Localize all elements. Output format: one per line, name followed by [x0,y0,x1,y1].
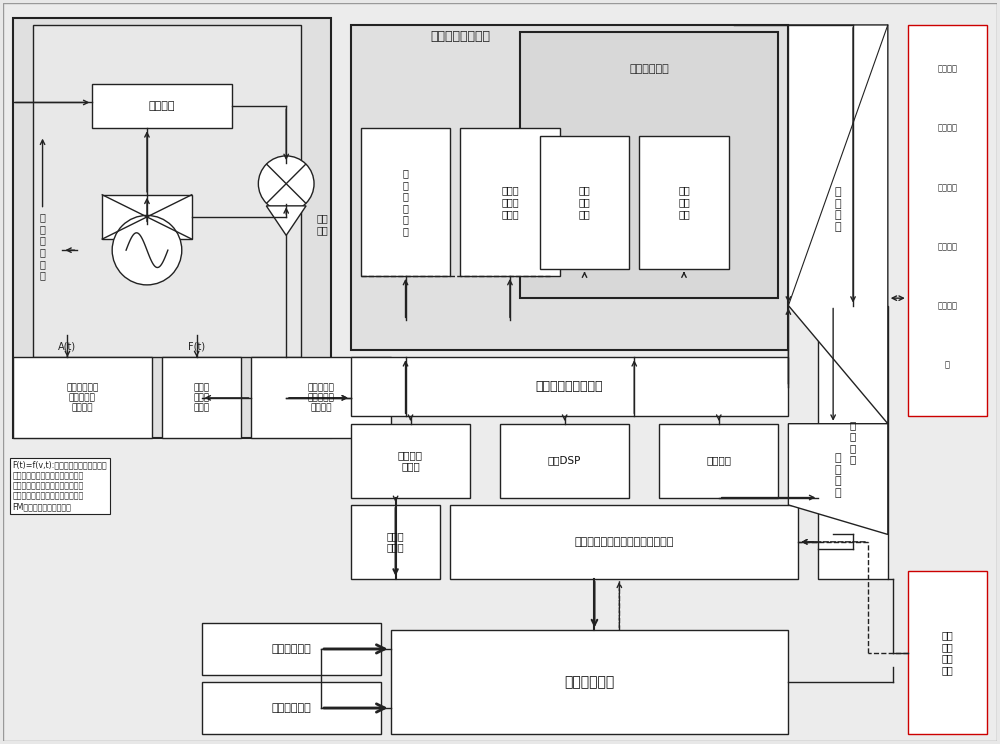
Text: 号: 号 [945,360,950,369]
Bar [102,195,192,239]
Bar [450,505,798,579]
Bar [13,357,152,438]
Text: 车载高速摄像模块: 车载高速摄像模块 [430,30,490,42]
Bar [351,25,788,350]
Bar [520,32,778,298]
Text: 高速数字预处理模块: 高速数字预处理模块 [536,380,603,394]
Text: 回波采集整
理及数字化
处理模块: 回波采集整 理及数字化 处理模块 [308,383,334,413]
Bar [908,571,987,734]
Text: 数据生
成及传
输模块: 数据生 成及传 输模块 [501,185,519,219]
Text: F(t): F(t) [188,341,205,351]
Bar [92,84,232,128]
Text: 毫米波雷达前
端旋转角度
控制系统: 毫米波雷达前 端旋转角度 控制系统 [66,383,98,413]
Bar [818,306,888,579]
Text: 等辅助信: 等辅助信 [938,301,958,310]
Polygon shape [788,423,888,534]
Bar [162,357,241,438]
Text: A(t): A(t) [58,341,76,351]
Text: 车辆制动系统: 车辆制动系统 [271,703,311,713]
Text: 工
作
控
制
信
号: 工 作 控 制 信 号 [403,168,408,236]
Bar [361,128,450,276]
Text: 实时DSP: 实时DSP [548,455,581,466]
Text: 雷达信
号发生
控制器: 雷达信 号发生 控制器 [194,383,210,413]
Bar [202,682,381,734]
Text: 车辆主控单元: 车辆主控单元 [564,675,615,689]
Text: 传感器操
作控制: 传感器操 作控制 [398,450,423,472]
Polygon shape [788,25,888,423]
Text: 、传感器: 、传感器 [938,124,958,133]
Text: 用户指令: 用户指令 [938,65,958,74]
Text: 通断
控制
系统: 通断 控制 系统 [579,185,590,219]
Text: 合
成
图
像: 合 成 图 像 [835,453,841,498]
Text: 运动物感: 运动物感 [938,242,958,251]
Bar [540,135,629,269]
Polygon shape [266,206,306,235]
Text: F(t)=f(v,t):发射频率和车速与时间有
关，是车速的比例函数，在一定时
段内维持同一发射频率和顾虑，由
程序设定。毫米波雷达前端转速和
FM也存在一定线: F(t)=f(v,t):发射频率和车速与时间有 关，是车速的比例函数，在一定时 … [13,461,107,511]
Text: 障得
物距
离值: 障得 物距 离值 [678,185,690,219]
Bar [33,25,301,357]
Text: 中频
接收: 中频 接收 [316,214,328,235]
Bar [202,623,381,675]
Text: 交通
信息
互交
平台: 交通 信息 互交 平台 [942,630,953,675]
Text: 车辆动力系统: 车辆动力系统 [271,644,311,654]
Bar [908,25,987,417]
Bar [500,423,629,498]
Circle shape [258,156,314,211]
Text: 激光测距系统: 激光测距系统 [629,64,669,74]
Bar [351,357,788,417]
Text: 交通指、: 交通指、 [938,183,958,192]
Bar [460,128,560,276]
Bar [351,505,440,579]
Text: 辅
助
接
口: 辅 助 接 口 [850,420,856,464]
Bar [639,135,729,269]
Bar [13,18,331,438]
Text: 图像显示: 图像显示 [706,455,731,466]
Text: 原
始
图
像: 原 始 图 像 [835,187,841,232]
Text: 基于实时信号处理的中央控制单元: 基于实时信号处理的中央控制单元 [575,537,674,547]
Circle shape [112,216,182,285]
Text: 毫
米
波
发
射
器: 毫 米 波 发 射 器 [40,213,45,280]
Text: 波束切换: 波束切换 [149,101,175,111]
Bar [391,630,788,734]
Text: 辅助驾
驶控制: 辅助驾 驶控制 [387,531,404,553]
Bar [659,423,778,498]
Bar [251,357,391,438]
Bar [351,423,470,498]
